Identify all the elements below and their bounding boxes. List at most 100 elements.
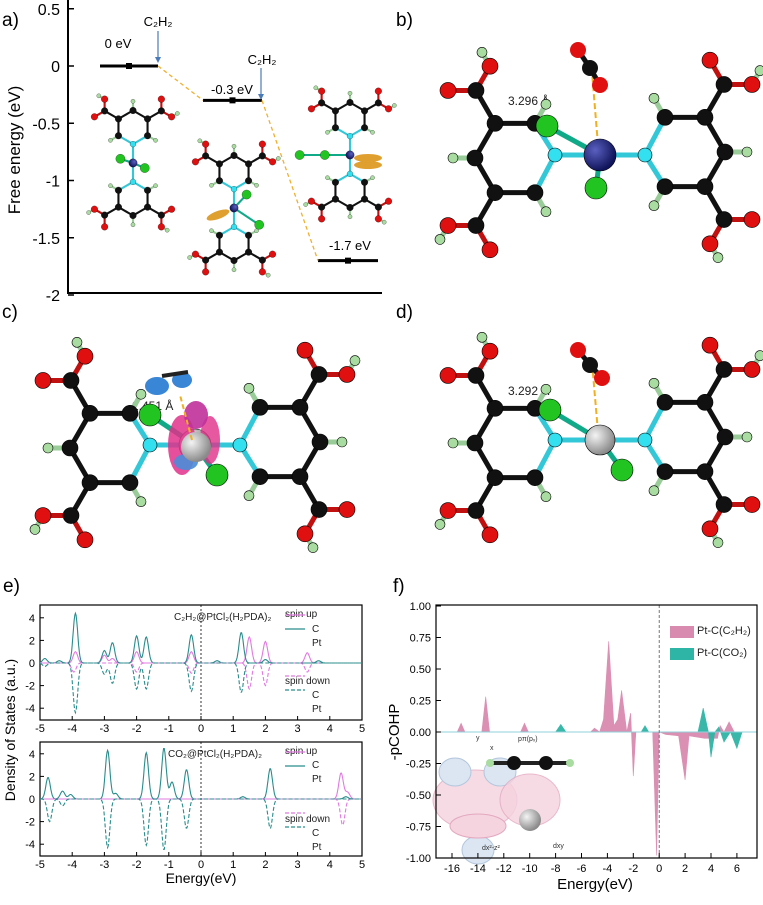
hydrogen-atom (741, 431, 753, 443)
carbon-atom (144, 115, 152, 123)
chlorine-atom (535, 114, 559, 138)
hydrogen-atom (197, 138, 203, 144)
carbon-atom (121, 405, 139, 422)
f-inset-carbon-atom (507, 756, 521, 770)
e-x-tick-label: -2 (132, 723, 142, 735)
oxygen-atom (157, 223, 165, 231)
oxygen-atom (439, 367, 457, 384)
carbon-atom (251, 468, 269, 485)
carbon-atom (361, 107, 369, 115)
a-y-tick-label: -2 (46, 288, 60, 305)
hydrogen-atom (540, 206, 552, 217)
oxygen-atom (570, 42, 586, 58)
hydrogen-atom (349, 355, 361, 366)
hydrogen-atom (434, 234, 446, 245)
e-x-tick-label: 3 (295, 859, 301, 871)
carbon-atom (62, 507, 80, 524)
molecule-structure (294, 85, 397, 225)
oxygen-atom (481, 241, 499, 259)
hydrogen-atom (648, 378, 660, 389)
a-level-marker (229, 97, 236, 104)
hydrogen-atom (540, 99, 552, 110)
oxygen-atom (701, 520, 719, 538)
a-level-label-1: -0.3 eV (211, 82, 253, 97)
e-bottom-legend-pt-up: Pt (312, 774, 322, 785)
oxygen-atom (258, 140, 266, 148)
carbon-atom (361, 124, 369, 132)
nitrogen-atom (346, 170, 354, 177)
carbon-atom (467, 82, 485, 99)
carbon-atom (144, 186, 152, 194)
carbon-atom (318, 203, 326, 211)
chlorine-atom (205, 463, 229, 487)
f-y-tick-label: -0.25 (406, 759, 431, 771)
chlorine-atom (138, 403, 162, 427)
oxygen-atom (439, 82, 457, 99)
hydrogen-atom (130, 99, 136, 104)
hydrogen-atom (712, 252, 724, 263)
hydrogen-atom (476, 332, 488, 343)
nitrogen-atom (346, 133, 354, 140)
molecule-structure (434, 47, 763, 263)
oxygen-atom (318, 215, 326, 223)
carbon-atom (696, 463, 714, 480)
e-y-tick-label: -4 (25, 839, 35, 851)
f-x-tick-label: -12 (496, 863, 512, 875)
a-arrow-head (258, 94, 264, 100)
d-distance-label: 3.292 Å (508, 383, 549, 398)
molecule-structure (434, 332, 763, 548)
carbon-atom (114, 203, 122, 211)
f-y-tick-label: -1.00 (406, 853, 431, 865)
chlorine-atom (140, 163, 150, 173)
carbon-atom (251, 399, 269, 416)
carbon-atom (144, 203, 152, 211)
carbon-atom (114, 132, 122, 140)
f-x-tick-label: 6 (734, 863, 740, 875)
oxygen-atom (338, 366, 356, 383)
a-level-label-2: -1.7 eV (329, 238, 371, 253)
hydrogen-atom (303, 202, 308, 207)
carbon-atom (466, 149, 484, 167)
atoms (294, 85, 397, 225)
c-c2h2-bond (161, 370, 189, 378)
carbon-atom (81, 474, 99, 491)
carbon-atom (486, 184, 504, 201)
carbon-atom (715, 361, 733, 378)
f-y-tick-label: 1.00 (410, 601, 431, 613)
a-adsorbed-c2h2 (206, 209, 230, 221)
oxygen-atom (743, 361, 761, 378)
e-x-tick-label: 5 (359, 723, 365, 735)
carbon-atom (202, 152, 210, 160)
hydrogen-atom (741, 146, 753, 158)
a-level-label-0: 0 eV (105, 36, 132, 51)
hydrogen-atom (325, 130, 330, 135)
hydrogen-atom (313, 85, 319, 91)
hydrogen-atom (42, 442, 54, 454)
chlorine-atom (320, 150, 330, 160)
hydrogen-atom (434, 519, 446, 530)
oxygen-atom (481, 526, 499, 544)
f-inset-carbon-atom (539, 756, 553, 770)
e-top-legend-pt-down: Pt (312, 704, 322, 715)
c-orbital-lobe-blue (172, 372, 192, 388)
carbon-atom (467, 217, 485, 234)
e-top-legend-c-down: C (312, 690, 319, 701)
e-x-tick-label: 4 (327, 723, 333, 735)
carbon-atom (467, 367, 485, 384)
e-x-tick-label: 1 (230, 723, 236, 735)
carbon-atom (696, 394, 714, 411)
carbon-atom (129, 107, 137, 114)
chlorine-atom (241, 189, 252, 200)
e-y-tick-label: 0 (29, 658, 35, 670)
molecule-structure (86, 93, 180, 233)
oxygen-atom (307, 105, 315, 113)
panel-label-d: d) (396, 302, 413, 323)
e-x-tick-label: -5 (35, 859, 45, 871)
atoms (434, 47, 763, 263)
carbon-atom (582, 60, 598, 76)
e-series-pt-down (39, 662, 362, 715)
e-x-tick-label: 2 (262, 859, 268, 871)
e-x-tick-label: 4 (327, 859, 333, 871)
e-x-tick-label: -3 (100, 859, 110, 871)
